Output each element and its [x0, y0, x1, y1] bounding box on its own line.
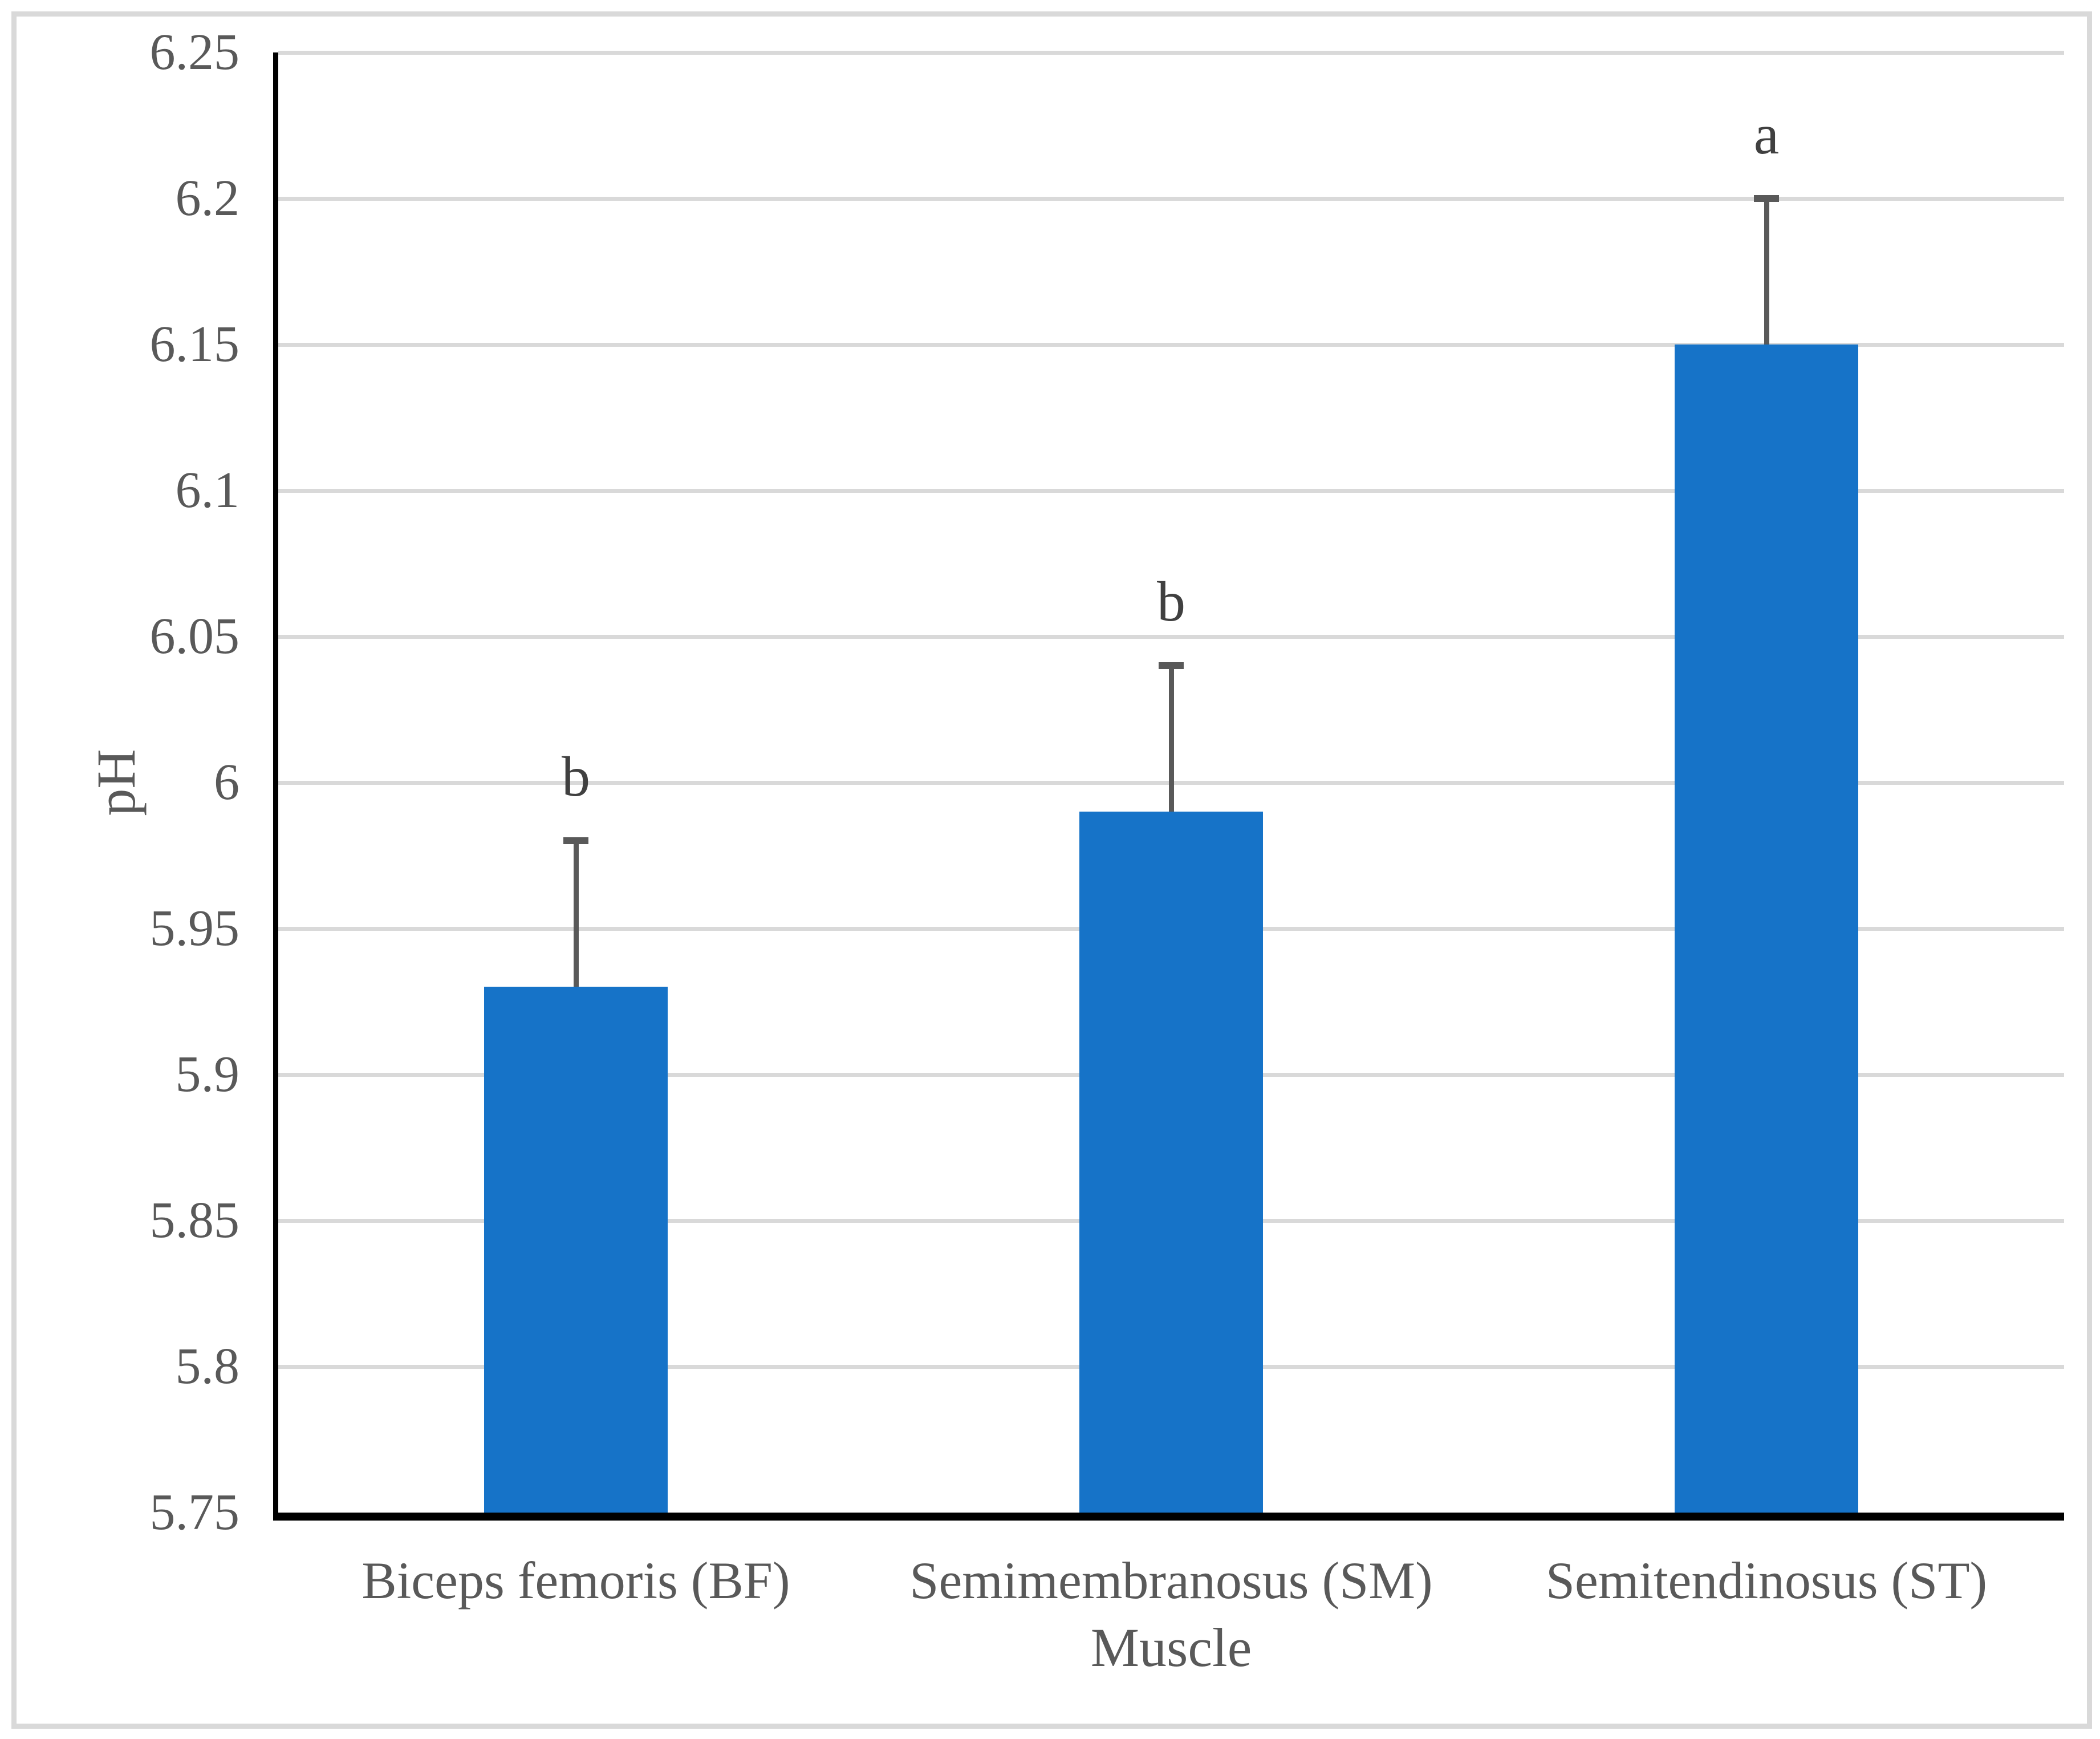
significance-letter: b — [562, 745, 590, 809]
error-bar-stem — [573, 841, 579, 987]
x-tick-label: Semitendinosus (ST) — [1545, 1551, 1988, 1610]
bar — [484, 987, 668, 1513]
y-tick-label: 5.95 — [149, 900, 240, 956]
y-gridline — [278, 635, 2064, 639]
significance-letter: b — [1157, 570, 1185, 634]
x-axis-line — [273, 1513, 2064, 1521]
y-tick-label: 6.25 — [149, 24, 240, 80]
bar — [1675, 344, 1858, 1513]
y-gridline — [278, 197, 2064, 201]
y-gridline — [278, 343, 2064, 347]
x-tick-label: Semimembranosus (SM) — [909, 1551, 1433, 1610]
error-bar-stem — [1168, 666, 1174, 812]
significance-letter: a — [1753, 103, 1780, 166]
y-tick-label: 6.05 — [149, 608, 240, 664]
error-bar-cap — [563, 837, 588, 845]
y-tick-label: 5.8 — [175, 1338, 240, 1395]
bar — [1079, 812, 1263, 1513]
y-tick-label: 6 — [214, 754, 239, 810]
x-axis-title: Muscle — [1090, 1617, 1252, 1678]
y-gridline — [278, 489, 2064, 493]
y-tick-label: 6.2 — [175, 170, 240, 226]
y-tick-label: 6.15 — [149, 316, 240, 372]
y-axis-title: pH — [86, 749, 147, 816]
error-bar-stem — [1764, 198, 1769, 344]
y-tick-label: 6.1 — [175, 462, 240, 518]
y-gridline — [278, 51, 2064, 55]
y-tick-label: 5.85 — [149, 1192, 240, 1248]
error-bar-cap — [1159, 662, 1184, 670]
y-tick-label: 5.9 — [175, 1046, 240, 1102]
x-tick-label: Biceps femoris (BF) — [361, 1551, 790, 1610]
y-axis-line — [273, 52, 278, 1517]
error-bar-cap — [1754, 195, 1779, 202]
y-tick-label: 5.75 — [149, 1484, 240, 1541]
